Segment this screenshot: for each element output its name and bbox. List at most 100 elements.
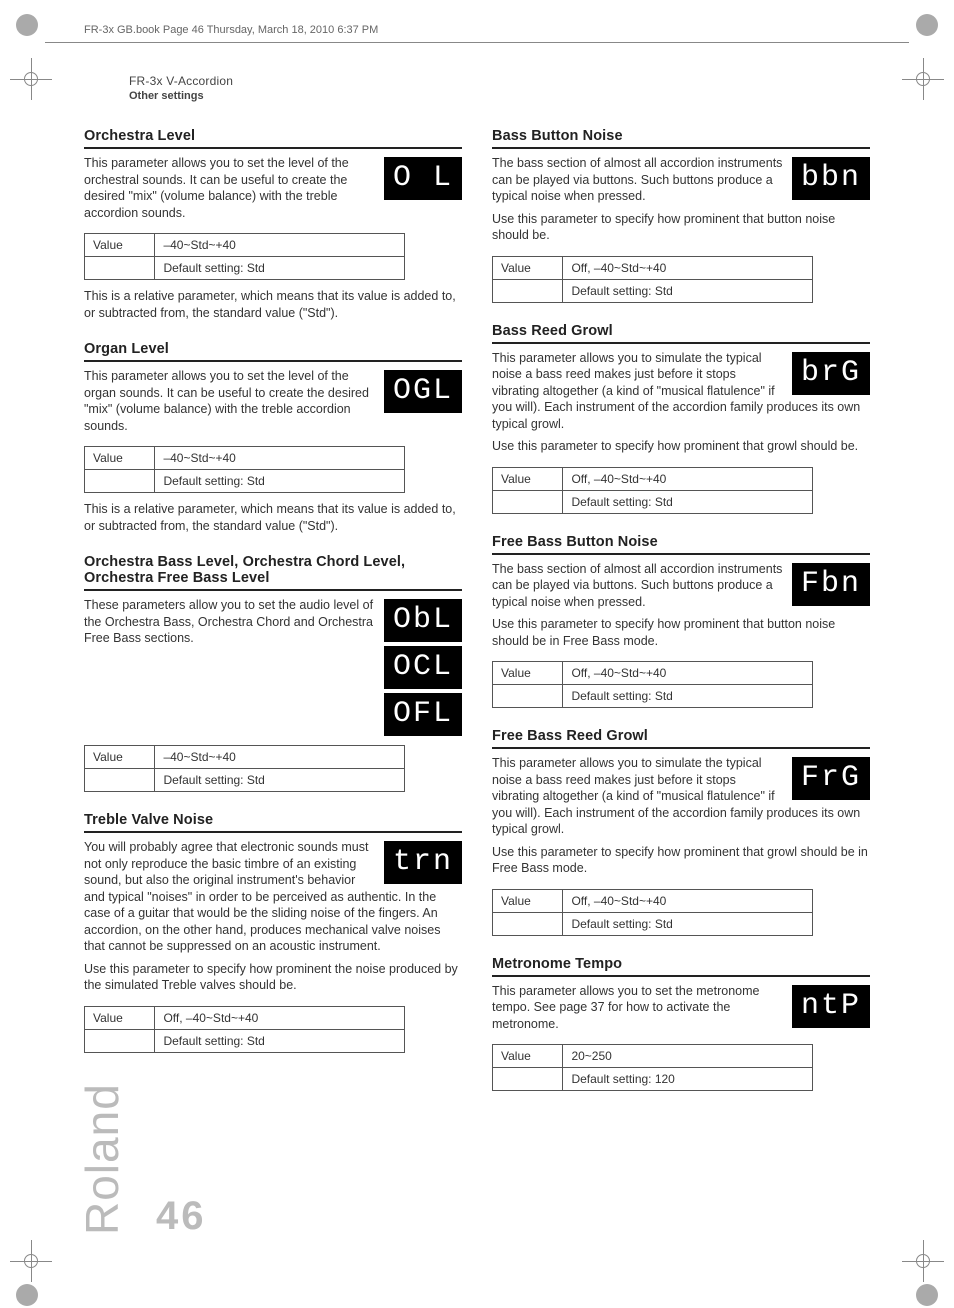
section-title: Organ Level <box>84 341 462 357</box>
parameter-section: Bass Reed GrowlbrGThis parameter allows … <box>492 323 870 514</box>
section-title: Bass Reed Growl <box>492 323 870 339</box>
parameter-section: Free Bass Reed GrowlFrGThis parameter al… <box>492 728 870 936</box>
value-table: Value–40~Std~+40Default setting: Std <box>84 745 405 792</box>
lcd-display: Fbn <box>792 563 870 606</box>
lcd-display: ObL <box>384 599 462 642</box>
section-rule <box>492 147 870 149</box>
value-table: ValueOff, –40~Std~+40Default setting: St… <box>492 467 813 514</box>
default-setting: Default setting: Std <box>563 279 813 302</box>
right-column: Bass Button NoisebbnThe bass section of … <box>492 128 870 1111</box>
default-setting: Default setting: Std <box>563 912 813 935</box>
default-setting: Default setting: Std <box>155 1029 405 1052</box>
value-empty <box>85 257 155 280</box>
lcd-display: OGL <box>384 370 462 413</box>
section-rule <box>492 975 870 977</box>
crop-mark <box>902 58 944 100</box>
lcd-display: ntP <box>792 985 870 1028</box>
value-label: Value <box>85 234 155 257</box>
value-empty <box>85 769 155 792</box>
lcd-display: OCL <box>384 646 462 689</box>
default-setting: Default setting: 120 <box>563 1068 813 1091</box>
value-range: –40~Std~+40 <box>155 447 405 470</box>
corner-ornament <box>16 1284 38 1306</box>
default-setting: Default setting: Std <box>155 769 405 792</box>
value-label: Value <box>493 889 563 912</box>
section-rule <box>84 147 462 149</box>
lcd-display: FrG <box>792 757 870 800</box>
corner-ornament <box>916 1284 938 1306</box>
corner-ornament <box>16 14 38 36</box>
default-setting: Default setting: Std <box>563 685 813 708</box>
value-empty <box>493 685 563 708</box>
value-range: –40~Std~+40 <box>155 746 405 769</box>
parameter-section: Free Bass Button NoiseFbnThe bass sectio… <box>492 534 870 709</box>
value-table: ValueOff, –40~Std~+40Default setting: St… <box>84 1006 405 1053</box>
brand-watermark: Roland <box>75 1083 129 1235</box>
parameter-section: Orchestra Bass Level, Orchestra Chord Le… <box>84 554 462 792</box>
header-rule <box>45 42 909 43</box>
value-table: ValueOff, –40~Std~+40Default setting: St… <box>492 256 813 303</box>
running-sub: Other settings <box>129 90 870 102</box>
lcd-display: trn <box>384 841 462 884</box>
default-setting: Default setting: Std <box>155 257 405 280</box>
page-number: 46 <box>156 1194 207 1239</box>
lcd-display: O L <box>384 157 462 200</box>
section-rule <box>84 360 462 362</box>
value-empty <box>493 1068 563 1091</box>
section-title: Metronome Tempo <box>492 956 870 972</box>
print-meta: FR-3x GB.book Page 46 Thursday, March 18… <box>84 24 378 36</box>
crop-mark <box>902 1240 944 1282</box>
section-body: This is a relative parameter, which mean… <box>84 288 462 321</box>
value-range: Off, –40~Std~+40 <box>563 256 813 279</box>
section-body: Use this parameter to specify how promin… <box>492 211 870 244</box>
section-rule <box>492 747 870 749</box>
value-range: Off, –40~Std~+40 <box>563 467 813 490</box>
section-rule <box>84 831 462 833</box>
left-column: Orchestra LevelO LThis parameter allows … <box>84 128 462 1111</box>
value-empty <box>85 1029 155 1052</box>
section-body: Use this parameter to specify how promin… <box>492 438 870 455</box>
section-rule <box>492 553 870 555</box>
value-range: Off, –40~Std~+40 <box>155 1006 405 1029</box>
value-empty <box>493 490 563 513</box>
value-table: Value20~250Default setting: 120 <box>492 1044 813 1091</box>
value-label: Value <box>85 447 155 470</box>
value-table: Value–40~Std~+40Default setting: Std <box>84 233 405 280</box>
section-rule <box>84 589 462 591</box>
lcd-display: OFL <box>384 693 462 736</box>
section-body: Use this parameter to specify how promin… <box>84 961 462 994</box>
value-empty <box>85 470 155 493</box>
parameter-section: Orchestra LevelO LThis parameter allows … <box>84 128 462 321</box>
crop-mark <box>10 1240 52 1282</box>
page-content: FR-3x V-Accordion Other settings Orchest… <box>84 70 870 1111</box>
default-setting: Default setting: Std <box>155 470 405 493</box>
value-range: –40~Std~+40 <box>155 234 405 257</box>
value-label: Value <box>85 1006 155 1029</box>
value-range: Off, –40~Std~+40 <box>563 662 813 685</box>
section-title: Treble Valve Noise <box>84 812 462 828</box>
value-label: Value <box>493 662 563 685</box>
value-table: ValueOff, –40~Std~+40Default setting: St… <box>492 889 813 936</box>
parameter-section: Metronome TempontPThis parameter allows … <box>492 956 870 1092</box>
section-title: Orchestra Level <box>84 128 462 144</box>
running-head: FR-3x V-Accordion <box>129 74 870 88</box>
section-title: Free Bass Button Noise <box>492 534 870 550</box>
corner-ornament <box>916 14 938 36</box>
parameter-section: Treble Valve NoisetrnYou will probably a… <box>84 812 462 1053</box>
section-title: Orchestra Bass Level, Orchestra Chord Le… <box>84 554 462 586</box>
value-empty <box>493 912 563 935</box>
value-label: Value <box>493 1045 563 1068</box>
value-label: Value <box>493 256 563 279</box>
parameter-section: Bass Button NoisebbnThe bass section of … <box>492 128 870 303</box>
lcd-display: bbn <box>792 157 870 200</box>
section-body: Use this parameter to specify how promin… <box>492 616 870 649</box>
section-body: Use this parameter to specify how promin… <box>492 844 870 877</box>
section-title: Bass Button Noise <box>492 128 870 144</box>
value-empty <box>493 279 563 302</box>
parameter-section: Organ LevelOGLThis parameter allows you … <box>84 341 462 534</box>
value-label: Value <box>85 746 155 769</box>
value-range: Off, –40~Std~+40 <box>563 889 813 912</box>
value-range: 20~250 <box>563 1045 813 1068</box>
lcd-display: brG <box>792 352 870 395</box>
section-rule <box>492 342 870 344</box>
